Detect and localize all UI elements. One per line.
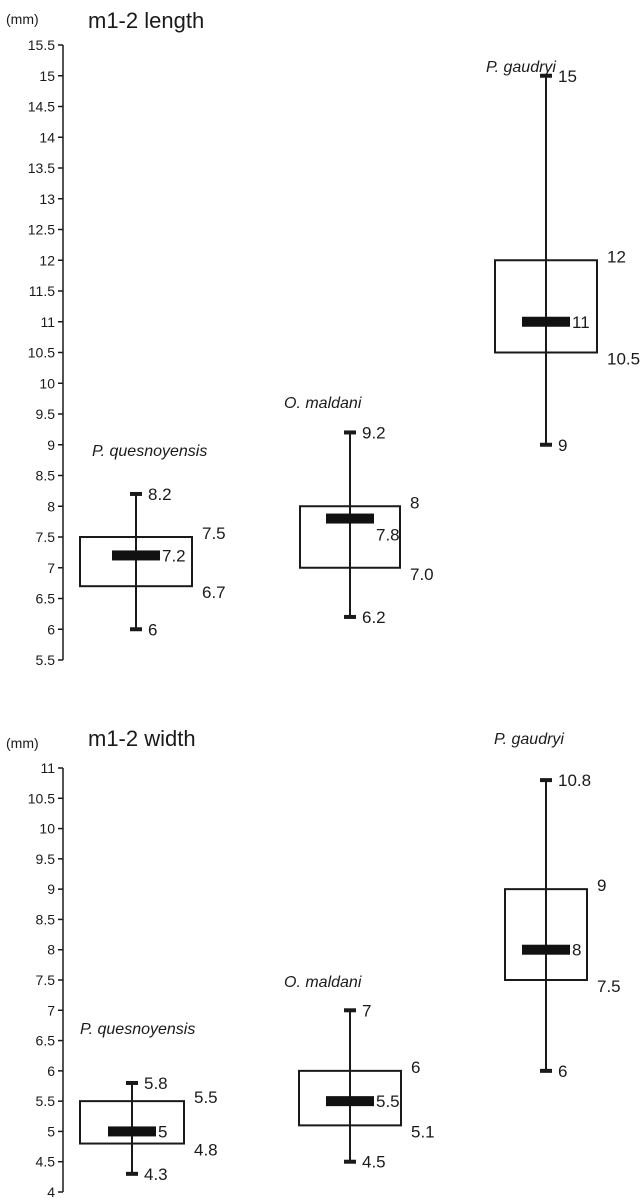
y-tick-label: 4.5: [36, 1154, 56, 1170]
median-bar: [522, 316, 570, 327]
max-value-label: 15: [558, 67, 577, 86]
y-tick-label: 9: [47, 881, 55, 897]
median-bar: [112, 550, 160, 561]
y-tick-label: 9.5: [36, 851, 56, 867]
q1-value-label: 7.0: [410, 565, 434, 584]
y-tick-label: 8: [47, 498, 55, 514]
y-tick-label: 5.5: [36, 652, 56, 668]
q3-value-label: 7.5: [202, 524, 226, 543]
series-name: P. gaudryi: [494, 731, 564, 748]
series-name: P. quesnoyensis: [92, 443, 207, 460]
series-name: P. quesnoyensis: [80, 1021, 195, 1038]
series-name: O. maldani: [284, 974, 362, 991]
median-value-label: 5.5: [376, 1092, 400, 1111]
min-value-label: 4.5: [362, 1153, 386, 1172]
y-tick-label: 4: [47, 1184, 55, 1200]
y-tick-label: 12: [39, 252, 55, 268]
y-tick-label: 7: [47, 560, 55, 576]
q3-value-label: 12: [607, 247, 626, 266]
y-tick-label: 5.5: [36, 1093, 56, 1109]
y-tick-label: 12.5: [28, 222, 55, 238]
y-tick-label: 10.5: [28, 345, 55, 361]
min-value-label: 6: [148, 620, 157, 639]
y-tick-label: 11: [40, 760, 55, 776]
y-tick-label: 15.5: [28, 37, 55, 53]
series-name: O. maldani: [284, 395, 362, 412]
min-value-label: 4.3: [144, 1165, 168, 1184]
chart-title: m1-2 length: [88, 8, 204, 33]
y-tick-label: 8: [47, 942, 55, 958]
y-tick-label: 6: [47, 621, 55, 637]
iqr-box: [298, 1069, 402, 1127]
y-tick-label: 7.5: [36, 529, 56, 545]
max-value-label: 8.2: [148, 485, 172, 504]
y-tick-label: 13.5: [28, 160, 55, 176]
unit-label: (mm): [6, 11, 39, 27]
iqr-box: [299, 505, 401, 569]
iqr-box: [504, 888, 588, 982]
max-value-label: 9.2: [362, 423, 386, 442]
y-tick-label: 5: [47, 1123, 55, 1139]
max-value-label: 10.8: [558, 771, 591, 790]
y-tick-label: 7: [47, 1002, 55, 1018]
y-tick-label: 10: [39, 375, 55, 391]
y-tick-label: 11: [40, 314, 55, 330]
median-bar: [108, 1126, 156, 1137]
max-value-label: 7: [362, 1001, 371, 1020]
median-bar: [326, 513, 374, 524]
y-tick-label: 10.5: [28, 790, 55, 806]
q3-value-label: 8: [410, 493, 419, 512]
y-tick-label: 9: [47, 437, 55, 453]
min-value-label: 6.2: [362, 608, 386, 627]
y-tick-label: 10: [39, 821, 55, 837]
y-tick-label: 7.5: [36, 972, 56, 988]
q3-value-label: 5.5: [194, 1088, 218, 1107]
q1-value-label: 4.8: [194, 1141, 218, 1160]
q1-value-label: 7.5: [597, 977, 621, 996]
iqr-box: [494, 259, 598, 354]
y-tick-label: 11.5: [29, 283, 55, 299]
q1-value-label: 10.5: [607, 350, 640, 369]
y-tick-label: 13: [39, 191, 55, 207]
median-bar: [522, 944, 570, 955]
unit-label: (mm): [6, 735, 39, 751]
y-tick-label: 8.5: [36, 468, 56, 484]
min-value-label: 6: [558, 1062, 567, 1081]
q3-value-label: 9: [597, 876, 606, 895]
series-name: P. gaudryi: [486, 59, 556, 76]
y-tick-label: 14: [39, 129, 55, 145]
median-bar: [326, 1096, 374, 1107]
y-tick-label: 14.5: [28, 99, 55, 115]
y-tick-label: 6: [47, 1063, 55, 1079]
chart-title: m1-2 width: [88, 726, 196, 751]
median-value-label: 7.2: [162, 546, 186, 565]
y-tick-label: 9.5: [36, 406, 56, 422]
max-value-label: 5.8: [144, 1074, 168, 1093]
median-value-label: 11: [572, 313, 590, 332]
min-value-label: 9: [558, 436, 567, 455]
median-value-label: 8: [572, 941, 581, 960]
q1-value-label: 5.1: [411, 1122, 435, 1141]
y-tick-label: 6.5: [36, 1033, 56, 1049]
median-value-label: 5: [158, 1122, 167, 1141]
y-tick-label: 8.5: [36, 911, 56, 927]
q3-value-label: 6: [411, 1058, 420, 1077]
q1-value-label: 6.7: [202, 583, 226, 602]
y-tick-label: 15: [39, 68, 55, 84]
iqr-box: [79, 1100, 185, 1145]
iqr-box: [79, 536, 193, 588]
y-tick-label: 6.5: [36, 591, 56, 607]
median-value-label: 7.8: [376, 526, 400, 545]
